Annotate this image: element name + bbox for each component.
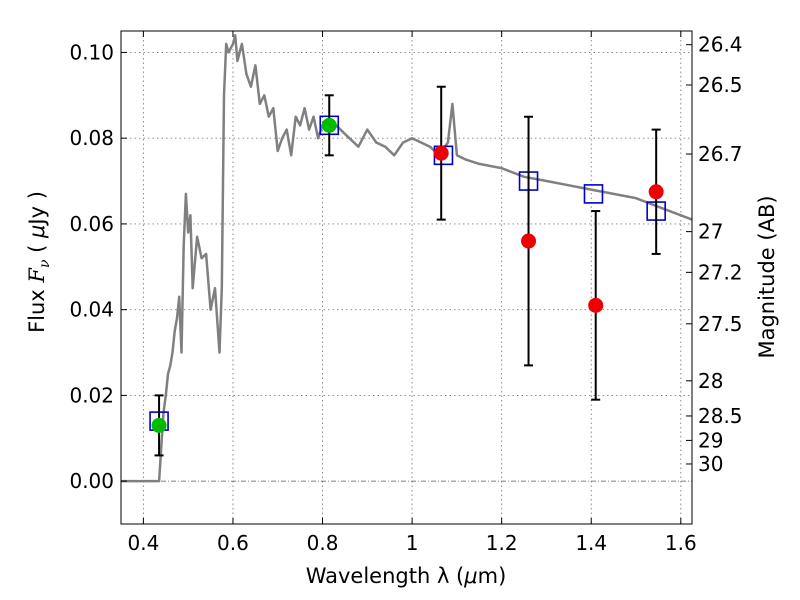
- magnitude-axis-label: Magnitude (AB): [755, 195, 779, 358]
- magnitude-tick-label: 28.5: [698, 404, 743, 428]
- y-tick-label: 0.06: [69, 212, 114, 236]
- y-tick-label: 0.08: [69, 126, 114, 150]
- plot-series: [121, 34, 693, 483]
- y-tick-label: 0.04: [69, 298, 114, 322]
- model-spectrum-line: [121, 34, 693, 483]
- plot-frame: [120, 30, 693, 525]
- magnitude-tick-label: 26.5: [698, 73, 743, 97]
- magnitude-tick-label: 27: [698, 220, 723, 244]
- x-axis-label: Wavelength λ (μm): [306, 564, 507, 588]
- observed-data-point: [588, 297, 604, 313]
- magnitude-tick-label: 28: [698, 369, 723, 393]
- model-photometry-square: [583, 184, 604, 204]
- observed-data-point: [433, 145, 449, 161]
- observed-data-point: [321, 117, 337, 133]
- magnitude-tick-label: 27.5: [698, 312, 743, 336]
- x-tick-label: 0.6: [217, 531, 249, 555]
- observed-data-point: [521, 233, 537, 249]
- y-tick-label: 0.02: [69, 383, 114, 407]
- magnitude-tick-label: 30: [698, 452, 723, 476]
- magnitude-tick-label: 29: [698, 428, 723, 452]
- x-tick-label: 1.6: [665, 531, 697, 555]
- x-tick-label: 1.2: [486, 531, 518, 555]
- magnitude-tick-label: 26.4: [698, 33, 743, 57]
- observed-data-point: [151, 417, 167, 433]
- x-tick-label: 1.4: [575, 531, 607, 555]
- observed-data-point: [648, 184, 664, 200]
- x-tick-label: 1: [406, 531, 419, 555]
- x-tick-label: 0.8: [307, 531, 339, 555]
- x-tick-label: 0.4: [127, 531, 159, 555]
- y-axis-label: Flux Fν ( μJy ): [25, 191, 53, 333]
- magnitude-tick-label: 27.2: [698, 260, 743, 284]
- magnitude-tick-label: 26.7: [698, 142, 743, 166]
- y-tick-label: 0.00: [69, 469, 114, 493]
- axis-ticks: 0.4 0.6 0.8 1 1.2 1.4 1.6 0.00 0.02 0.04 0.06 0.08 0…: [69, 31, 743, 555]
- y-tick-label: 0.10: [69, 40, 114, 64]
- grid-lines: [121, 31, 692, 524]
